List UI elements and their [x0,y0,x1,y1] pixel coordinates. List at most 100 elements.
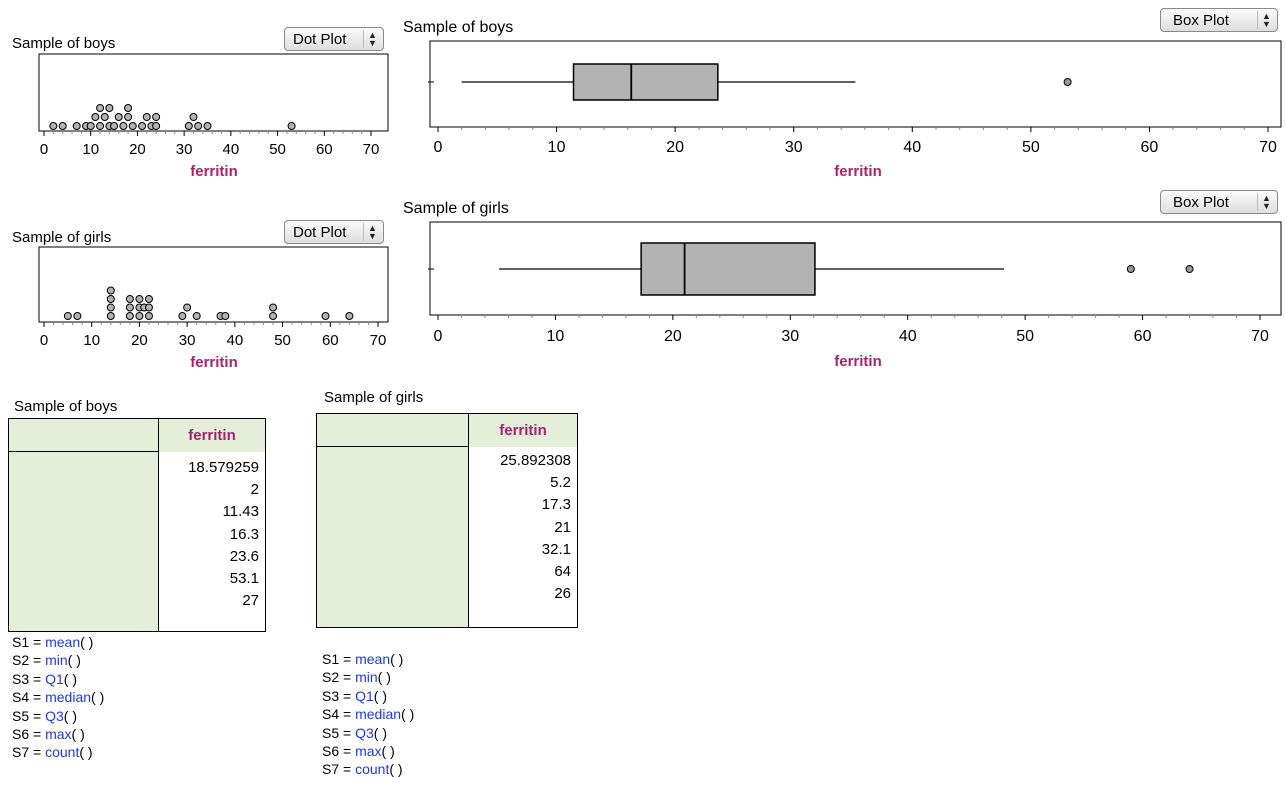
formula-args: ( ) [80,634,94,650]
formula-args: ( ) [91,689,105,706]
formula-function: min [355,669,378,686]
data-point [58,122,67,130]
table-cell[interactable]: 11.43 [222,503,259,521]
data-point [152,113,161,121]
formula-args: ( ) [381,743,395,760]
x-axis-label: ferritin [834,163,882,180]
girls-table-values: 25.892308 5.2 17.3 21 32.1 64 26 [500,450,571,605]
outlier-point [1185,265,1194,273]
tick-label: 0 [40,141,48,158]
data-point [321,312,330,320]
data-point [287,122,296,130]
formula-row[interactable]: S6 = max( ) [12,725,104,743]
data-point [100,113,109,121]
formula-lhs: S1 = [12,634,46,650]
formula-row[interactable]: S5 = Q3( ) [12,707,104,725]
formula-row[interactable]: S2 = min( ) [322,668,414,686]
girls-box-plot-type-dropdown[interactable]: Box Plot ▲ ▼ [1160,190,1278,214]
tick-label: 60 [316,141,333,158]
formula-lhs: S5 = [322,724,356,741]
table-row-header-column [9,419,159,631]
data-point [114,113,123,121]
data-point [144,312,153,320]
girls-plot-type-dropdown[interactable]: Dot Plot ▲ ▼ [284,220,384,244]
formula-args: ( ) [63,707,77,724]
table-cell[interactable]: 26 [554,585,571,603]
x-axis-label: ferritin [190,354,238,371]
formula-row[interactable]: S5 = Q3( ) [322,724,414,742]
girls-formula-list: S1 = mean( ) S2 = min( ) S3 = Q1( ) S4 =… [322,650,414,779]
formula-row[interactable]: S4 = median( ) [12,688,104,706]
tick-label: 10 [547,328,565,345]
formula-row[interactable]: S3 = Q1( ) [12,670,104,688]
x-axis-label: ferritin [190,163,238,180]
table-cell[interactable]: 32.1 [541,540,571,558]
tick-label: 40 [227,332,244,349]
boys-dotplot-title: Sample of boys [12,35,116,52]
data-point [106,312,115,320]
table-cell[interactable]: 21 [554,518,571,536]
table-row-header-column [317,414,469,627]
outlier-point [1063,78,1072,86]
tick-label: 50 [274,332,291,349]
data-point [152,122,161,130]
data-point [105,104,114,112]
data-point [345,312,354,320]
boys-summary-table: ferritin 18.579259 2 11.43 16.3 23.6 53.… [8,418,266,632]
formula-function: max [45,726,72,743]
table-cell[interactable]: 25.892308 [500,452,571,469]
column-header-ferritin[interactable]: ferritin [159,419,265,452]
table-cell[interactable]: 16.3 [229,525,259,543]
boys-plot-type-dropdown[interactable]: Dot Plot ▲ ▼ [284,27,384,51]
data-point [192,312,201,320]
table-cell[interactable]: 23.6 [229,547,259,565]
table-cell[interactable]: 53.1 [229,570,259,588]
boys-box-plot-type-dropdown[interactable]: Box Plot ▲ ▼ [1160,8,1278,32]
formula-function: count [355,761,390,778]
formula-lhs: S3 = [322,687,356,704]
tick-label: 0 [434,139,443,156]
formula-function: count [45,744,80,761]
tick-label: 60 [1141,139,1159,156]
table-cell[interactable]: 17.3 [541,496,571,514]
tick-label: 0 [40,332,48,349]
table-header-row [9,419,265,452]
tick-label: 30 [176,141,193,158]
tick-label: 20 [131,332,148,349]
data-point [86,122,95,130]
formula-function: Q1 [45,670,64,687]
tick-label: 20 [664,328,682,345]
data-point [124,113,133,121]
formula-lhs: S1 = [322,651,356,667]
data-point [269,312,278,320]
formula-row[interactable]: S1 = mean( ) [12,633,104,651]
data-point [144,295,153,303]
plot-type-label: Dot Plot [293,30,347,48]
table-cell[interactable]: 2 [250,481,259,499]
formula-function: min [45,652,68,669]
formula-row[interactable]: S3 = Q1( ) [322,687,414,705]
data-point [125,303,134,312]
table-cell[interactable]: 5.2 [550,474,571,492]
tick-label: 10 [548,139,566,156]
data-point [269,303,278,312]
formula-row[interactable]: S7 = count( ) [12,743,104,761]
formula-row[interactable]: S7 = count( ) [322,760,414,778]
data-point [138,122,147,130]
tick-label: 20 [129,141,146,158]
stepper-arrows-icon: ▲ ▼ [363,30,381,48]
plot-type-label: Box Plot [1173,193,1229,211]
table-cell[interactable]: 64 [554,563,571,581]
tick-label: 50 [1016,328,1034,345]
table-cell[interactable]: 27 [242,592,259,610]
formula-row[interactable]: S1 = mean( ) [322,650,414,668]
table-cell[interactable]: 18.579259 [188,459,259,476]
formula-args: ( ) [390,651,404,667]
tick-label: 70 [363,141,380,158]
formula-row[interactable]: S6 = max( ) [322,742,414,760]
column-header-ferritin[interactable]: ferritin [469,414,577,447]
formula-row[interactable]: S4 = median( ) [322,705,414,723]
tick-label: 40 [899,328,917,345]
data-point [221,312,230,320]
formula-row[interactable]: S2 = min( ) [12,651,104,669]
